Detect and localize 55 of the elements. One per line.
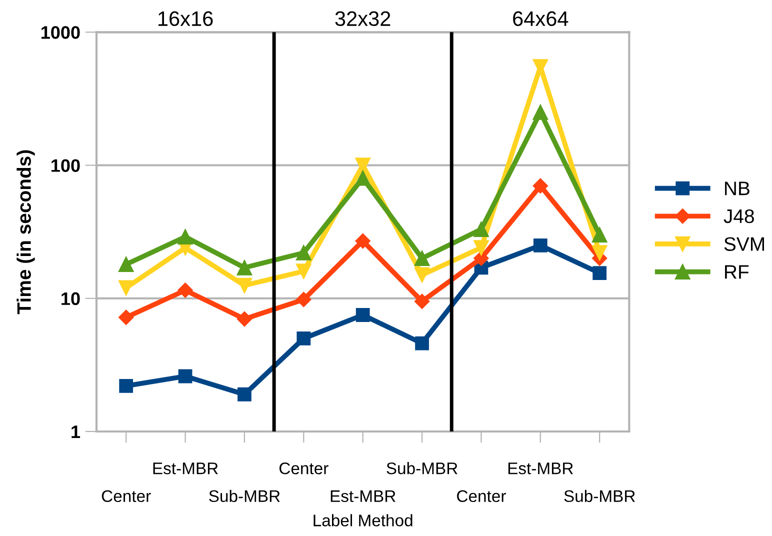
- point: [355, 170, 370, 186]
- text: 32x32: [335, 11, 390, 26]
- point: [355, 233, 370, 249]
- point: [119, 378, 134, 393]
- point: [592, 266, 607, 280]
- point: [238, 387, 252, 402]
- point: [118, 310, 134, 325]
- point: [414, 294, 430, 309]
- legend-label: RF: [725, 265, 749, 279]
- text: 16x16: [158, 11, 213, 26]
- x-tick-label: Est-MBR: [153, 462, 218, 474]
- y-axis-title: Time (in seconds): [16, 150, 35, 314]
- point: [533, 238, 548, 252]
- point: [532, 178, 548, 194]
- x-tick-label: Center: [279, 462, 328, 474]
- point: [415, 336, 429, 350]
- y-tick-label: 1000: [42, 26, 80, 39]
- point: [532, 59, 548, 74]
- x-tick-label: Sub-MBR: [564, 490, 635, 502]
- text: 64x64: [513, 11, 568, 26]
- y-tick-label: 100: [52, 159, 80, 172]
- point: [178, 282, 193, 298]
- point: [592, 227, 608, 243]
- point: [236, 260, 252, 276]
- point: [178, 369, 192, 384]
- point: [296, 245, 312, 260]
- point: [474, 222, 489, 237]
- x-tick-label: Est-MBR: [508, 462, 573, 474]
- point: [474, 240, 489, 256]
- y-tick-label: 1: [72, 426, 80, 438]
- point: [236, 278, 252, 294]
- point: [355, 158, 370, 173]
- legend-label: NB: [725, 182, 750, 196]
- y-tick-label: 10: [62, 292, 80, 306]
- point: [296, 332, 311, 346]
- x-axis-title: Label Method: [314, 514, 412, 526]
- x-tick-label: Center: [102, 490, 151, 502]
- point: [118, 256, 134, 272]
- point: [592, 245, 608, 260]
- point: [178, 229, 193, 244]
- x-tick-label: Center: [457, 490, 506, 502]
- point: [118, 280, 134, 296]
- legend-label: J48: [724, 209, 754, 224]
- point: [414, 250, 430, 266]
- point: [474, 250, 489, 266]
- x-tick-label: Est-MBR: [330, 490, 396, 502]
- x-tick-label: Sub-MBR: [386, 462, 458, 474]
- point: [296, 264, 312, 279]
- point: [356, 308, 370, 322]
- point: [236, 311, 252, 327]
- point: [296, 292, 312, 308]
- legend-label: SVM: [724, 237, 764, 251]
- point: [532, 104, 548, 120]
- x-tick-label: Sub-MBR: [209, 490, 280, 502]
- point: [414, 267, 430, 283]
